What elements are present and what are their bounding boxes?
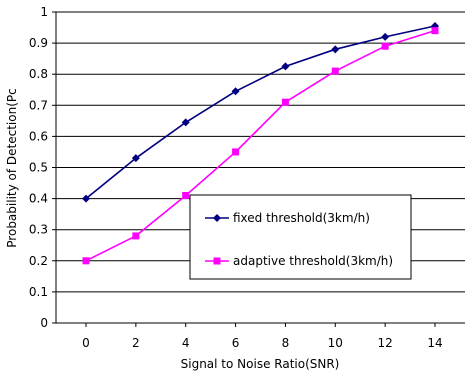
y-tick-label: 0.6 — [29, 129, 48, 143]
series-group — [82, 21, 439, 265]
y-tick-label: 0.8 — [29, 67, 48, 81]
y-tick-label: 0.7 — [29, 98, 48, 112]
data-point — [331, 45, 340, 54]
legend: fixed threshold(3km/h) adaptive threshold… — [189, 194, 412, 280]
y-tick-label: 0.3 — [29, 223, 48, 237]
data-point — [181, 118, 190, 127]
data-point — [182, 191, 190, 199]
y-tick-label: 0.1 — [29, 285, 48, 299]
data-point — [381, 42, 389, 50]
x-axis-ticks: 0 2 4 6 8 10 12 14 — [82, 323, 443, 350]
y-tick-label: 0.9 — [29, 36, 48, 50]
y-axis-ticks: 0 0.1 0.2 0.3 0.4 0.5 0.6 0.7 0.8 0.9 1 — [29, 5, 56, 330]
data-point — [232, 148, 240, 156]
data-point — [82, 194, 90, 203]
data-point — [132, 232, 140, 240]
series-fixed-threshold — [82, 21, 439, 203]
data-point — [281, 62, 290, 71]
legend-box — [189, 194, 412, 280]
data-point — [331, 67, 339, 75]
x-tick-label: 6 — [232, 336, 240, 350]
x-tick-label: 14 — [427, 336, 442, 350]
data-point — [231, 87, 240, 96]
data-point — [381, 32, 390, 41]
legend-marker — [213, 214, 221, 222]
y-tick-label: 0.5 — [29, 161, 48, 175]
data-point — [82, 257, 90, 265]
data-point — [431, 27, 439, 35]
series-adaptive-threshold — [82, 27, 439, 265]
y-tick-label: 0 — [40, 316, 48, 330]
x-tick-label: 8 — [282, 336, 290, 350]
series-line — [85, 29, 436, 262]
legend-label: adaptive threshold(3km/h) — [233, 254, 393, 268]
x-tick-label: 4 — [182, 336, 190, 350]
data-point — [281, 98, 289, 106]
y-axis-title: Probability of Detection(Pc — [5, 88, 19, 247]
x-tick-label: 0 — [82, 336, 90, 350]
y-tick-label: 0.2 — [29, 254, 48, 268]
x-tick-label: 10 — [328, 336, 343, 350]
legend-marker — [213, 257, 221, 265]
legend-label: fixed threshold(3km/h) — [233, 211, 370, 225]
y-tick-label: 0.4 — [29, 192, 48, 206]
x-tick-label: 12 — [378, 336, 393, 350]
y-tick-label: 1 — [40, 5, 48, 19]
data-point — [131, 154, 140, 163]
series-line — [85, 25, 436, 200]
x-axis-title: Signal to Noise Ratio(SNR) — [181, 357, 340, 371]
x-tick-label: 2 — [132, 336, 140, 350]
